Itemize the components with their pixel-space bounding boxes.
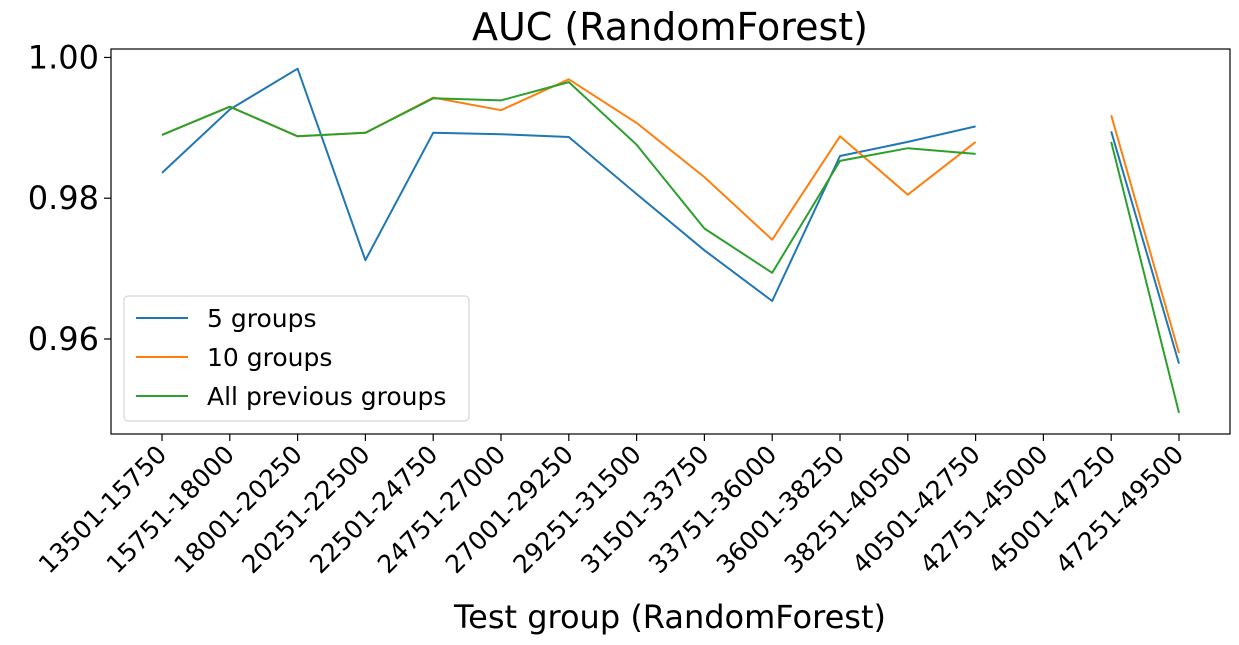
legend-box bbox=[123, 295, 470, 422]
plot-area: 0.960.981.0013501-1575015751-1800018001-… bbox=[28, 38, 1231, 579]
y-tick-label: 1.00 bbox=[28, 38, 99, 76]
legend-label: 5 groups bbox=[207, 304, 317, 333]
legend-label: All previous groups bbox=[207, 382, 446, 411]
chart-title: AUC (RandomForest) bbox=[472, 5, 868, 49]
series-line-2-segment-1 bbox=[1110, 141, 1180, 414]
series-line-2-segment-0 bbox=[161, 81, 976, 274]
series-line-0-segment-0 bbox=[161, 67, 976, 302]
series-line-1-segment-1 bbox=[1110, 114, 1180, 354]
y-tick-label: 0.98 bbox=[28, 179, 99, 217]
y-tick-label: 0.96 bbox=[28, 320, 99, 358]
series-line-0-segment-1 bbox=[1110, 131, 1180, 364]
x-axis-label: Test group (RandomForest) bbox=[453, 598, 886, 636]
plot-frame bbox=[110, 48, 1231, 435]
series-line-1-segment-0 bbox=[161, 78, 977, 241]
legend-label: 10 groups bbox=[207, 343, 332, 372]
